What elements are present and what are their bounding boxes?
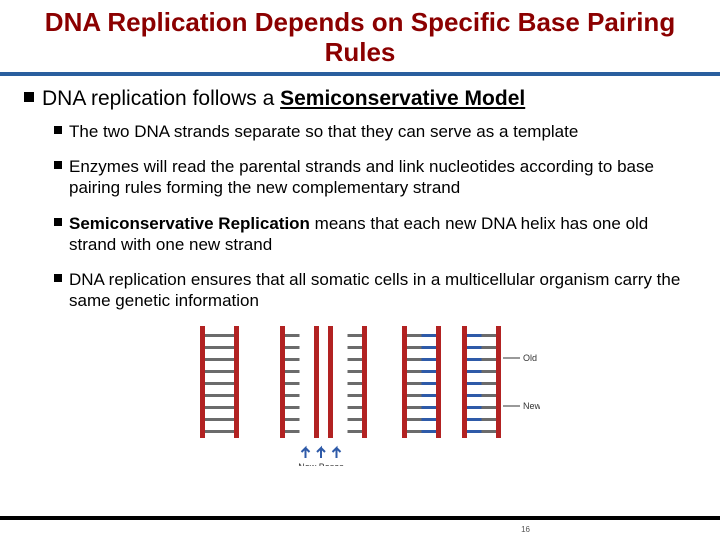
svg-text:Old: Old xyxy=(523,353,537,363)
svg-text:New Bases: New Bases xyxy=(298,462,344,466)
bullet-level2: Semiconservative Replication means that … xyxy=(54,213,690,256)
footer-divider xyxy=(0,516,720,520)
bullet-level1: DNA replication follows a Semiconservati… xyxy=(24,86,696,111)
bullet-l1-keyword: Semiconservative Model xyxy=(280,87,525,110)
bullet-l2-text: DNA replication ensures that all somatic… xyxy=(69,269,690,312)
svg-text:New: New xyxy=(523,401,540,411)
bullet-square-icon xyxy=(54,126,62,134)
bullet-l1-prefix: DNA replication follows a xyxy=(42,87,280,110)
bullet-square-icon xyxy=(24,92,34,102)
bullet-level2: DNA replication ensures that all somatic… xyxy=(54,269,690,312)
title-underline xyxy=(0,72,720,76)
dna-replication-diagram: New Bases Old New xyxy=(180,326,540,466)
page-number: 16 xyxy=(521,525,530,534)
bullet-square-icon xyxy=(54,274,62,282)
bullet-l2-text: Semiconservative Replication means that … xyxy=(69,213,690,256)
slide-title: DNA Replication Depends on Specific Base… xyxy=(20,8,700,68)
bullet-square-icon xyxy=(54,218,62,226)
bullet-l2-bold: Semiconservative Replication xyxy=(69,214,310,233)
bullet-l1-text: DNA replication follows a Semiconservati… xyxy=(42,86,525,111)
bullet-level2: Enzymes will read the parental strands a… xyxy=(54,156,690,199)
bullet-l2-text: Enzymes will read the parental strands a… xyxy=(69,156,690,199)
bullet-l2-text: The two DNA strands separate so that the… xyxy=(69,121,578,142)
bullet-square-icon xyxy=(54,161,62,169)
bullet-level2: The two DNA strands separate so that the… xyxy=(54,121,690,142)
diagram-container: New Bases Old New xyxy=(20,326,700,466)
